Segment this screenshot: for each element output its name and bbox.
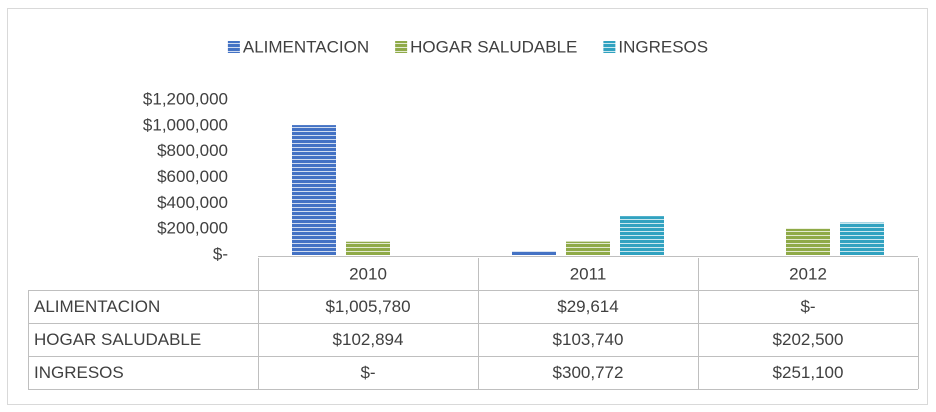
y-tick-label: $1,200,000	[143, 89, 228, 108]
table-cell: $202,500	[773, 330, 844, 349]
table-cell: $300,772	[553, 363, 624, 382]
chart-area	[7, 8, 928, 405]
table-cell: $103,740	[553, 330, 624, 349]
bar	[346, 241, 390, 255]
table-cell: $102,894	[333, 330, 404, 349]
legend-swatch	[227, 41, 240, 53]
y-tick-label: $200,000	[157, 219, 228, 238]
table-cell: $-	[800, 297, 815, 316]
legend-label: INGRESOS	[618, 37, 708, 56]
bar	[786, 228, 830, 255]
bar	[620, 216, 664, 255]
legend: ALIMENTACION HOGAR SALUDABLE INGRESOS	[227, 37, 708, 56]
table-cell: $1,005,780	[325, 297, 410, 316]
table-row-header: ALIMENTACION	[34, 297, 160, 316]
table-cell: $29,614	[557, 297, 618, 316]
table-cell: $-	[360, 363, 375, 382]
x-tick-label: 2011	[570, 264, 607, 283]
table-cell: $251,100	[773, 363, 844, 382]
bar	[566, 241, 610, 255]
y-tick-label: $600,000	[157, 167, 228, 186]
bar	[512, 251, 556, 255]
bar	[292, 125, 336, 255]
x-tick-label: 2010	[349, 264, 387, 283]
bar	[840, 222, 884, 255]
table-row-header: HOGAR SALUDABLE	[34, 330, 201, 349]
y-tick-label: $400,000	[157, 193, 228, 212]
x-tick-label: 2012	[789, 264, 827, 283]
legend-swatch	[395, 41, 408, 53]
y-tick-label: $1,000,000	[143, 115, 228, 134]
y-tick-label: $-	[213, 244, 228, 263]
y-tick-label: $800,000	[157, 141, 228, 160]
legend-label: ALIMENTACION	[243, 37, 369, 56]
legend-label: HOGAR SALUDABLE	[410, 37, 577, 56]
table-row-header: INGRESOS	[34, 363, 124, 382]
legend-swatch	[603, 41, 616, 53]
